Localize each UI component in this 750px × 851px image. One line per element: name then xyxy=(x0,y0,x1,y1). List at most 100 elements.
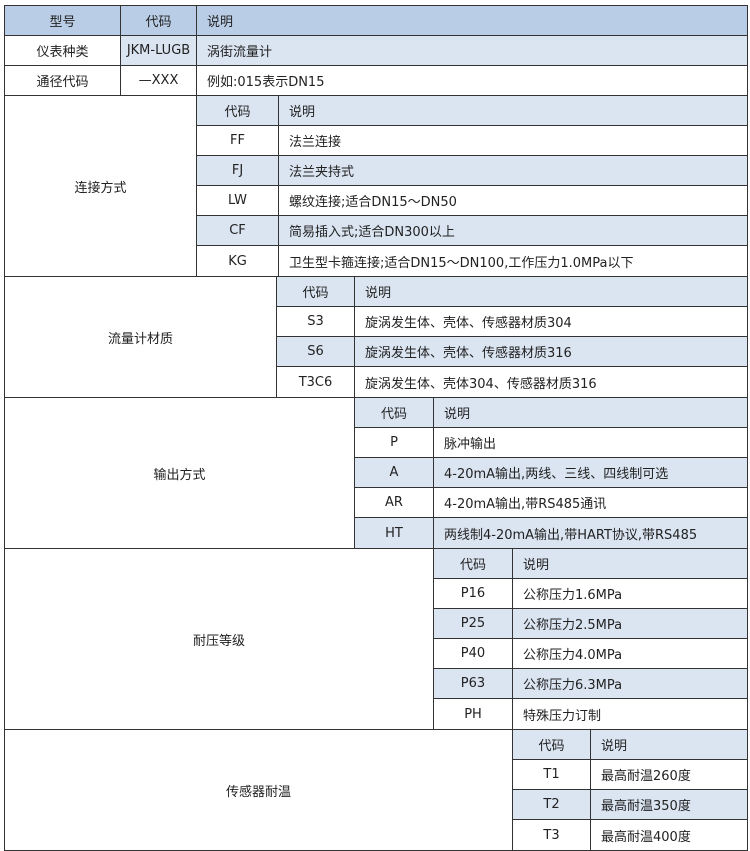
option-row: P25 公称压力2.5MPa xyxy=(434,609,747,639)
desc-header: 说明 xyxy=(355,277,747,306)
option-code: AR xyxy=(355,488,434,517)
option-code: HT xyxy=(355,518,434,548)
option-desc: 4-20mA输出,两线、三线、四线制可选 xyxy=(434,458,747,487)
section-3: 输出方式 代码 说明 P 脉冲输出 A 4-20mA输出,两线、三线、四线制可选 AR 4-20… xyxy=(5,398,747,549)
desc-header: 说明 xyxy=(513,549,747,578)
code-header: 代码 xyxy=(434,549,513,578)
row-code: —XXX xyxy=(121,66,197,95)
section-label: 流量计材质 xyxy=(5,277,277,397)
option-code: P25 xyxy=(434,609,513,638)
section-label: 连接方式 xyxy=(5,96,197,276)
option-code: FF xyxy=(197,126,279,155)
desc-header: 说明 xyxy=(434,398,747,427)
header-code: 代码 xyxy=(121,6,197,35)
section-label: 传感器耐温 xyxy=(5,730,513,850)
option-desc: 法兰连接 xyxy=(289,135,342,150)
sub-header-row: 代码 说明 xyxy=(197,96,747,126)
option-row: P63 公称压力6.3MPa xyxy=(434,669,747,699)
option-row: P 脉冲输出 xyxy=(355,428,747,458)
option-row: A 4-20mA输出,两线、三线、四线制可选 xyxy=(355,458,747,488)
row-code: JKM-LUGB xyxy=(121,36,197,65)
option-desc: 旋涡发生体、壳体、传感器材质316 xyxy=(355,337,747,366)
option-row: KG 卫生型卡箍连接;适合DN15～DN100,工作压力1.0MPa以下 xyxy=(197,246,747,276)
section-4: 耐压等级 代码 说明 P16 公称压力1.6MPa P25 公称压力2.5MPa P40 公称压… xyxy=(5,549,747,730)
section-label: 耐压等级 xyxy=(5,549,434,729)
option-row: HT 两线制4-20mA输出,带HART协议,带RS485 xyxy=(355,518,747,548)
option-row: CF 简易插入式;适合DN300以上 xyxy=(197,216,747,246)
option-desc: 简易插入式;适合DN300以上 xyxy=(279,216,747,245)
option-desc: 公称压力6.3MPa xyxy=(513,669,747,698)
option-row: FF 法兰连接 xyxy=(197,126,747,156)
option-code: CF xyxy=(197,216,279,245)
code-header: 代码 xyxy=(197,96,279,125)
option-code: A xyxy=(355,458,434,487)
code-header: 代码 xyxy=(513,730,591,759)
option-code: P40 xyxy=(434,639,513,668)
section-2: 流量计材质 代码 说明 S3 旋涡发生体、壳体、传感器材质304 S6 旋涡发生体、壳体、传… xyxy=(5,277,747,398)
sub-header-row: 代码 说明 xyxy=(513,730,747,760)
option-desc: 公称压力4.0MPa xyxy=(523,648,623,663)
option-code: S3 xyxy=(277,307,355,336)
header-desc: 说明 xyxy=(197,6,747,35)
option-code: KG xyxy=(197,246,279,276)
option-desc: 脉冲输出 xyxy=(444,437,497,452)
option-code: P63 xyxy=(434,669,513,698)
sub-table: 代码 说明 P16 公称压力1.6MPa P25 公称压力2.5MPa P40 公称压力4.0… xyxy=(434,549,747,729)
option-desc: 特殊压力订制 xyxy=(523,708,602,724)
table-row: 通径代码 —XXX 例如:015表示DN15 xyxy=(5,66,747,96)
option-desc: 公称压力1.6MPa xyxy=(523,588,623,603)
option-row: S3 旋涡发生体、壳体、传感器材质304 xyxy=(277,307,747,337)
row-label: 仪表种类 xyxy=(5,36,121,65)
option-desc: 螺纹连接;适合DN15～DN50 xyxy=(289,195,457,210)
option-row: S6 旋涡发生体、壳体、传感器材质316 xyxy=(277,337,747,367)
option-row: T3C6 旋涡发生体、壳体304、传感器材质316 xyxy=(277,367,747,397)
row-desc: 例如:015表示DN15 xyxy=(207,75,325,90)
option-desc: 两线制4-20mA输出,带HART协议,带RS485 xyxy=(434,518,747,548)
sub-header-row: 代码 说明 xyxy=(277,277,747,307)
option-desc: 最高耐温400度 xyxy=(601,829,691,845)
option-row: T3 最高耐温400度 xyxy=(513,820,747,850)
option-row: PH 特殊压力订制 xyxy=(434,699,747,729)
option-row: T1 最高耐温260度 xyxy=(513,760,747,790)
option-code: PH xyxy=(434,699,513,729)
header-model: 型号 xyxy=(5,6,121,35)
sub-header-row: 代码 说明 xyxy=(355,398,747,428)
desc-header: 说明 xyxy=(591,730,747,759)
section-1: 连接方式 代码 说明 FF 法兰连接 FJ 法兰夹持式 LW 螺纹连接;适合DN15～DN50 C… xyxy=(5,96,747,277)
option-code: P16 xyxy=(434,579,513,608)
option-row: P16 公称压力1.6MPa xyxy=(434,579,747,609)
option-desc: 4-20mA输出,带RS485通讯 xyxy=(444,497,607,512)
sub-table: 代码 说明 T1 最高耐温260度 T2 最高耐温350度 T3 最高耐温400度 xyxy=(513,730,747,850)
sub-table: 代码 说明 FF 法兰连接 FJ 法兰夹持式 LW 螺纹连接;适合DN15～DN50 CF 简易插… xyxy=(197,96,747,276)
section-label: 输出方式 xyxy=(5,398,355,548)
option-desc: 最高耐温350度 xyxy=(591,790,747,819)
option-row: P40 公称压力4.0MPa xyxy=(434,639,747,669)
row-label: 通径代码 xyxy=(5,66,121,95)
row-desc: 涡街流量计 xyxy=(197,36,747,65)
option-code: T3 xyxy=(513,820,591,850)
option-row: FJ 法兰夹持式 xyxy=(197,156,747,186)
code-header: 代码 xyxy=(277,277,355,306)
section-5: 传感器耐温 代码 说明 T1 最高耐温260度 T2 最高耐温350度 T3 最高耐温400度 xyxy=(5,730,747,850)
option-desc: 最高耐温260度 xyxy=(601,769,691,784)
option-row: LW 螺纹连接;适合DN15～DN50 xyxy=(197,186,747,216)
option-desc: 旋涡发生体、壳体304、传感器材质316 xyxy=(365,376,597,392)
option-code: T1 xyxy=(513,760,591,789)
table-row: 仪表种类 JKM-LUGB 涡街流量计 xyxy=(5,36,747,66)
option-code: S6 xyxy=(277,337,355,366)
option-code: T2 xyxy=(513,790,591,819)
sub-header-row: 代码 说明 xyxy=(434,549,747,579)
model-selection-table: 型号 代码 说明 仪表种类 JKM-LUGB 涡街流量计 通径代码 —XXX 例… xyxy=(4,5,748,851)
option-desc: 旋涡发生体、壳体、传感器材质304 xyxy=(365,316,572,331)
option-row: T2 最高耐温350度 xyxy=(513,790,747,820)
option-code: T3C6 xyxy=(277,367,355,397)
option-desc: 法兰夹持式 xyxy=(279,156,747,185)
option-desc: 卫生型卡箍连接;适合DN15～DN100,工作压力1.0MPa以下 xyxy=(289,255,634,271)
sub-table: 代码 说明 P 脉冲输出 A 4-20mA输出,两线、三线、四线制可选 AR 4-20mA输出… xyxy=(355,398,747,548)
option-desc: 公称压力2.5MPa xyxy=(513,609,747,638)
option-code: P xyxy=(355,428,434,457)
code-header: 代码 xyxy=(355,398,434,427)
option-row: AR 4-20mA输出,带RS485通讯 xyxy=(355,488,747,518)
header-row: 型号 代码 说明 xyxy=(5,6,747,36)
option-code: FJ xyxy=(197,156,279,185)
